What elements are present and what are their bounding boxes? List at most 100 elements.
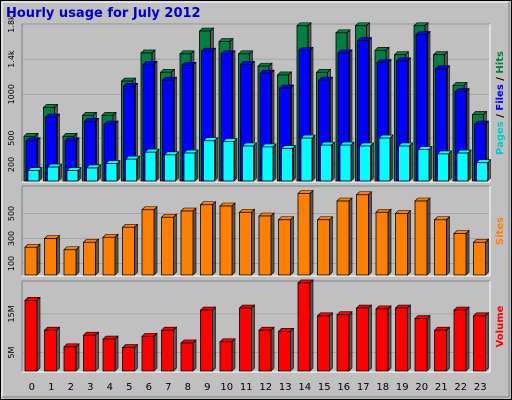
y-tick-label: 100 (7, 256, 16, 271)
x-tick-label-hour: 4 (107, 382, 113, 393)
bar-side (309, 189, 314, 276)
x-tick-label-hour: 9 (204, 382, 210, 393)
side-label-part: Pages (495, 121, 506, 155)
bar-side (116, 159, 121, 182)
bar-side (214, 137, 218, 182)
chart-title: Hourly usage for July 2012 (6, 6, 201, 21)
bar-side (368, 191, 372, 276)
x-tick-label-hour: 22 (454, 382, 467, 393)
bar-volume-hour-18 (375, 305, 392, 372)
bar-face (83, 334, 96, 372)
side-label-sites: Sites (495, 217, 506, 245)
side-label-part: Hits (495, 51, 506, 74)
side-label-part: Volume (495, 305, 506, 347)
bar-face (242, 145, 254, 182)
bar-sites-hour-14 (297, 189, 314, 276)
bar-face (203, 140, 215, 182)
x-tick-label-hour: 11 (240, 382, 253, 393)
bar-face (473, 315, 486, 372)
bar-face (125, 158, 137, 182)
bar-face (359, 145, 371, 182)
bar-face (317, 219, 330, 276)
bar-face (222, 141, 235, 182)
bar-face (297, 282, 311, 372)
bar-sites-hour-2 (63, 246, 80, 276)
bar-face (44, 238, 57, 276)
bar-side (428, 145, 433, 182)
bar-face (434, 329, 447, 372)
y-tick-label: 200 (7, 157, 16, 172)
bar-pages-hour-14 (300, 134, 316, 182)
bar-side (134, 343, 138, 372)
x-tick-label-hour: 21 (435, 382, 448, 393)
bar-volume-hour-12 (258, 326, 275, 372)
bar-sites-hour-17 (355, 191, 373, 276)
bar-volume-hour-11 (238, 304, 256, 372)
bar-side (311, 134, 316, 182)
panel-background (22, 186, 490, 276)
bar-face (437, 153, 449, 182)
bar-volume-hour-5 (121, 343, 139, 372)
bar-face (278, 330, 291, 372)
bar-sites-hour-10 (219, 202, 236, 276)
x-axis-ticks: 0 1 2 3 4 5 6 7 8 9 10 11 12 13 14 15 16 17 18 19 20 21 22 23 (29, 382, 487, 393)
bar-pages-hour-6 (144, 148, 160, 182)
bar-side (290, 216, 294, 276)
bar-side (465, 306, 470, 372)
bar-face (300, 137, 313, 182)
bar-sites-hour-9 (199, 201, 217, 276)
bar-volume-hour-22 (453, 306, 470, 372)
bar-face (183, 152, 196, 182)
panel-hits-files-pages: 200 500 1000 1.4k 1.8k Pages / Files / Hits (7, 15, 506, 183)
bar-side (387, 208, 392, 276)
bar-sites-hour-22 (453, 229, 470, 276)
bar-side (134, 223, 138, 276)
bar-face (317, 315, 330, 372)
bar-side (348, 310, 353, 372)
bar-pages-hour-3 (85, 164, 102, 182)
bar-face (102, 236, 116, 276)
bar-side (370, 142, 374, 182)
bar-face (161, 329, 174, 372)
bar-side (407, 209, 411, 276)
x-tick-label-hour: 7 (165, 382, 171, 393)
bar-face (105, 163, 118, 182)
y-tick-label: 15M (7, 305, 16, 322)
x-tick-label-hour: 14 (298, 382, 311, 393)
bar-face (44, 329, 57, 372)
bar-face (63, 346, 77, 372)
bar-face (297, 193, 311, 276)
bar-side (153, 332, 158, 372)
bar-sites-hour-13 (277, 216, 295, 276)
bar-face (219, 205, 233, 276)
y-tick-label: 5M (7, 347, 16, 359)
panels-layer: 200 500 1000 1.4k 1.8k Pages / Files / Hits 10… (7, 15, 506, 373)
bar-face (161, 216, 174, 276)
bar-face (414, 318, 428, 372)
bar-face (320, 144, 332, 182)
bar-side (426, 197, 431, 276)
bar-side (97, 164, 101, 182)
x-tick-label-hour: 20 (415, 382, 428, 393)
bar-side (136, 155, 140, 182)
bar-side (36, 243, 41, 276)
y-tick-label: 1000 (7, 84, 16, 104)
bar-side (95, 238, 99, 276)
bar-face (398, 145, 410, 182)
bar-side (485, 238, 489, 276)
bar-volume-hour-17 (355, 304, 373, 372)
bar-face (200, 309, 213, 372)
bar-side (348, 197, 353, 276)
bar-side (387, 305, 392, 372)
bar-pages-hour-4 (105, 159, 121, 182)
bar-face (395, 307, 408, 372)
bar-side (253, 142, 257, 182)
bar-side (446, 326, 450, 372)
bar-side (251, 304, 255, 372)
bar-face (164, 154, 176, 182)
bar-volume-hour-19 (394, 304, 412, 372)
bar-volume-hour-4 (102, 335, 119, 372)
bar-pages-hour-21 (436, 150, 453, 182)
bar-volume-hour-7 (160, 326, 178, 372)
bar-face (434, 219, 447, 276)
